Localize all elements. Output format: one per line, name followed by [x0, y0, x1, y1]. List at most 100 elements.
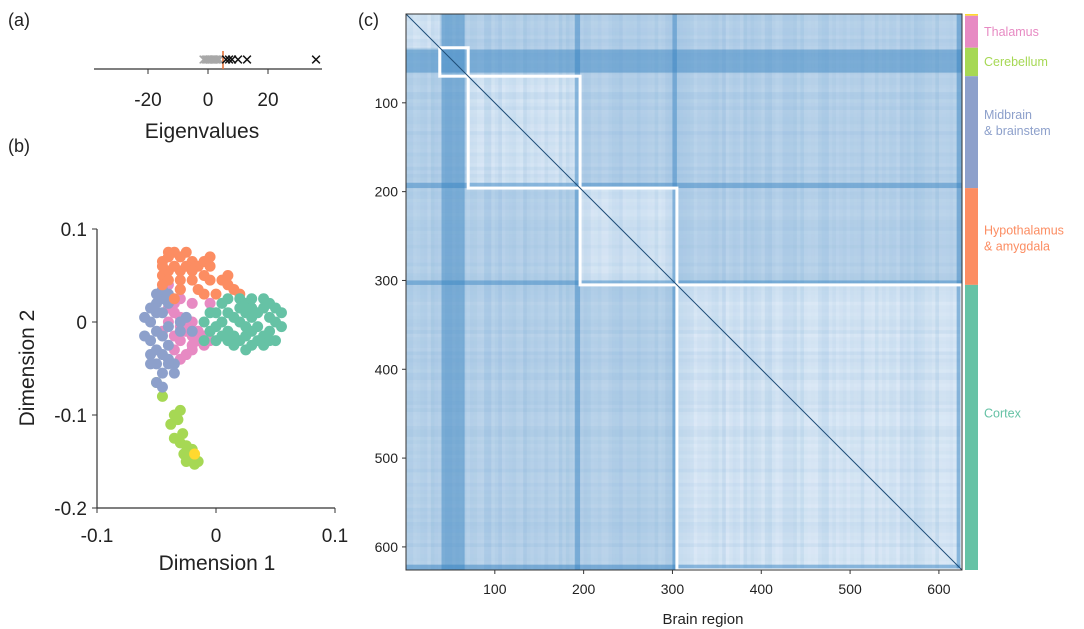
matrix-row-texture [406, 419, 962, 423]
scatter-point [139, 311, 151, 323]
matrix-row-texture [406, 504, 962, 508]
matrix-column-texture [956, 14, 961, 570]
matrix-row-texture [406, 472, 962, 476]
matrix-column-texture [889, 14, 893, 570]
scatter-point [210, 288, 222, 300]
matrix-row-texture [406, 387, 962, 391]
module-strip-segment [965, 15, 978, 48]
matrix-row-texture [406, 227, 962, 231]
matrix-row-texture [406, 252, 962, 256]
matrix-column-texture [867, 14, 872, 570]
matrix-row-texture [406, 198, 962, 203]
scatter-point [204, 325, 216, 337]
matrix-row-texture [406, 557, 962, 562]
bulk-eigenvalue-mark: ✕ [210, 52, 223, 69]
matrix-column-texture [931, 14, 936, 570]
matrix-column-texture [747, 14, 751, 570]
matrix-column-texture [494, 14, 499, 570]
matrix-column-texture [640, 14, 645, 570]
matrix-column-texture [420, 14, 424, 570]
scatter-point [186, 325, 198, 337]
matrix-column-texture [626, 14, 630, 570]
matrix-column-texture [807, 14, 812, 570]
matrix-row-texture [406, 546, 962, 551]
scatter-point [275, 321, 287, 333]
matrix-row-texture [406, 45, 962, 50]
matrix-row-texture [406, 67, 962, 71]
matrix-column-texture [761, 14, 765, 570]
scatter-point [198, 335, 210, 347]
matrix-column-texture [608, 14, 613, 570]
matrix-column-texture [466, 14, 470, 570]
scatter-point [222, 270, 234, 281]
scatter-point [174, 283, 186, 295]
correlation-matrix-panel: 100 100 200 200 300 300 400 400 500 500 600 600 Bra… [375, 13, 1064, 628]
bulk-eigenvalue-mark: ✕ [197, 52, 210, 69]
matrix-column-texture [619, 14, 623, 570]
matrix-column-texture [413, 14, 417, 570]
matrix-column-texture [903, 14, 907, 570]
matrix-row-texture [406, 248, 962, 253]
module-block-outline [578, 186, 679, 287]
matrix-column-texture [594, 14, 598, 570]
scatter-x-tick-label: 0.1 [322, 526, 348, 547]
matrix-row-texture [406, 550, 962, 555]
scatter-x-title: Dimension 1 [159, 552, 276, 575]
matrix-column-texture [505, 14, 510, 570]
scatter-point [139, 330, 151, 342]
outlier-eigenvalue-mark: ✕ [241, 52, 254, 69]
matrix-row-texture [406, 63, 962, 68]
matrix-column-texture [406, 14, 410, 570]
bulk-eigenvalue-mark: ✕ [211, 52, 224, 69]
matrix-column-texture [899, 14, 904, 570]
matrix-row-texture [406, 209, 962, 213]
matrix-row-texture [406, 493, 962, 498]
matrix-column-texture [757, 14, 762, 570]
matrix-column-texture [523, 14, 527, 570]
scatter-point [246, 302, 258, 314]
matrix-column-texture [739, 14, 744, 570]
matrix-column-texture [828, 14, 833, 570]
matrix-row-texture [406, 195, 962, 199]
scatter-y-tick-label: 0.1 [61, 220, 87, 241]
scatter-point [156, 307, 168, 319]
matrix-row-texture [406, 408, 962, 412]
matrix-row-texture [406, 525, 962, 530]
matrix-column-texture [658, 14, 662, 570]
module-label: Hypothalamus [984, 224, 1064, 238]
matrix-row-texture [406, 28, 962, 32]
matrix-column-texture [771, 14, 776, 570]
scatter-point [204, 307, 216, 319]
module-color-strip [965, 14, 978, 570]
matrix-column-texture [516, 14, 520, 570]
scatter-point [264, 335, 276, 347]
scatter-point [186, 274, 198, 286]
matrix-row-texture [406, 450, 962, 455]
matrix-column-texture [910, 14, 915, 570]
scatter-point [198, 316, 210, 328]
matrix-column-texture [874, 14, 879, 570]
matrix-row-texture [406, 529, 962, 533]
matrix-row-texture [406, 234, 962, 238]
matrix-row-texture [406, 95, 962, 100]
matrix-column-texture [423, 14, 428, 570]
matrix-column-texture [775, 14, 780, 570]
matrix-row-texture [406, 294, 962, 299]
matrix-row-texture [406, 81, 962, 86]
matrix-row-texture [406, 355, 962, 359]
matrix-x-tick-label: 500 [838, 581, 862, 597]
matrix-column-texture [782, 14, 787, 570]
scatter-point [204, 297, 216, 309]
module-label: Cerebellum [984, 55, 1048, 69]
matrix-column-texture [697, 14, 701, 570]
matrix-column-texture [473, 14, 478, 570]
matrix-column-texture [821, 14, 826, 570]
matrix-column-texture [789, 14, 794, 570]
bulk-eigenvalue-mark: ✕ [199, 52, 212, 69]
matrix-column-texture [633, 14, 637, 570]
matrix-row-texture [406, 191, 962, 196]
matrix-column-texture [647, 14, 652, 570]
bulk-eigenvalue-mark: ✕ [207, 52, 220, 69]
scatter-point [156, 367, 168, 379]
matrix-row-texture [406, 561, 962, 565]
